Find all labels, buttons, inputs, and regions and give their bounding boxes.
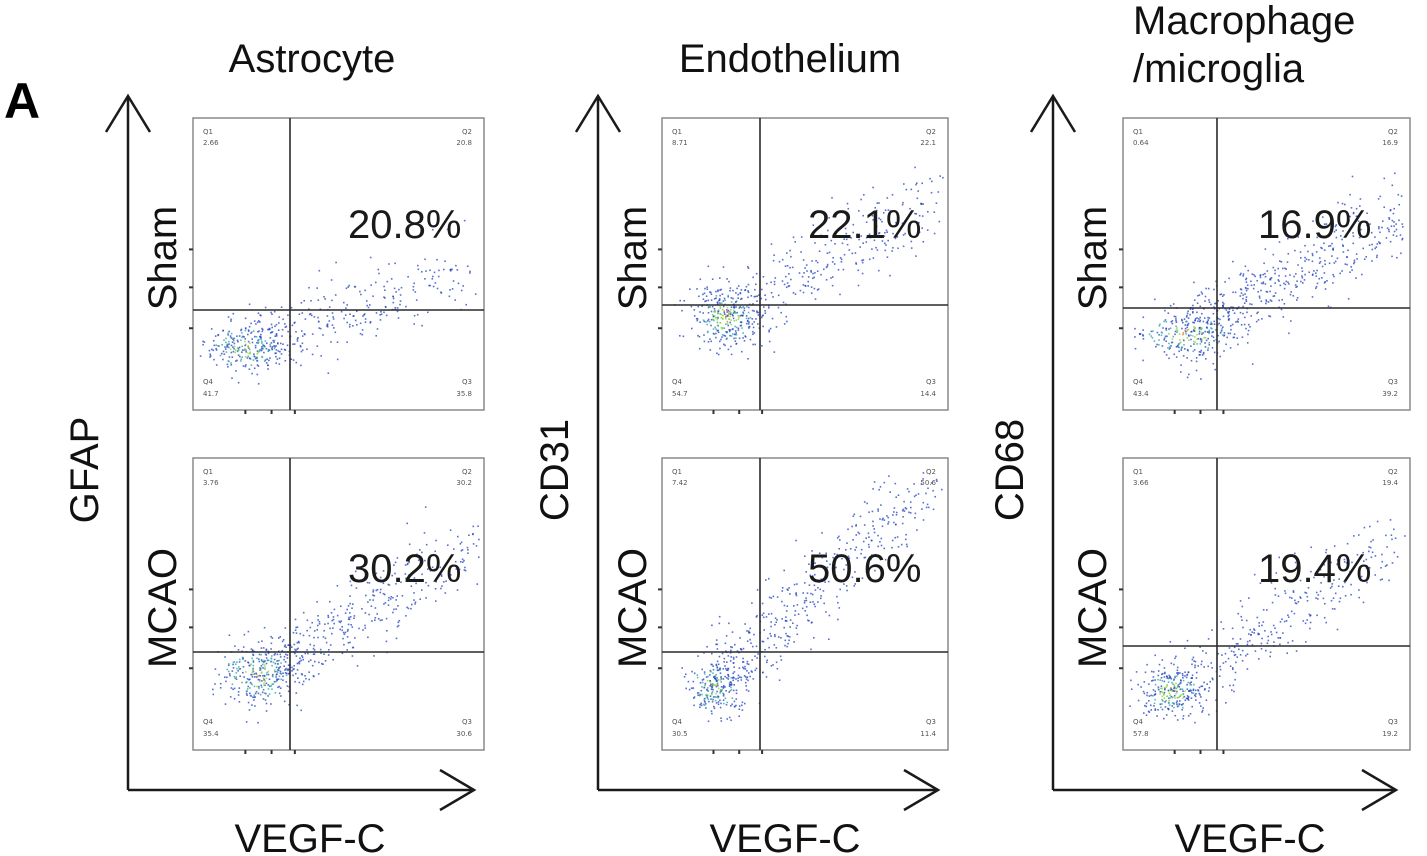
y-axis-arrow <box>574 93 622 133</box>
quadrant-q4-label: Q4 <box>1133 378 1144 386</box>
quadrant-q3-label: Q3 <box>926 718 936 726</box>
plot-frame <box>661 117 949 411</box>
quadrant-q1: 0.64 <box>1133 139 1149 147</box>
dot-plot-mcao: Q1 3.66 Q2 19.4 Q4 57.8 Q3 19.2 19.4% MCAO <box>1071 457 1411 754</box>
chart-title: Macrophage <box>1133 0 1355 43</box>
percent-label: 19.4% <box>1258 547 1371 591</box>
chart-title: Endothelium <box>679 37 901 81</box>
quadrant-q2-label: Q2 <box>1388 128 1398 136</box>
x-axis-arrow <box>439 768 477 812</box>
y-axis-label: CD31 <box>533 419 577 521</box>
quadrant-q3-label: Q3 <box>926 378 936 386</box>
quadrant-q1: 8.71 <box>672 139 688 147</box>
percent-label: 50.6% <box>808 547 921 591</box>
quadrant-q4: 43.4 <box>1133 390 1149 398</box>
dot-plot-mcao: Q1 3.76 Q2 30.2 Q4 35.4 Q3 30.6 30.2% MCAO <box>141 457 485 754</box>
x-axis-arrow <box>903 768 941 812</box>
row-label-mcao: MCAO <box>1071 548 1115 668</box>
quadrant-q2-label: Q2 <box>926 128 936 136</box>
quadrant-q3: 30.6 <box>456 730 472 738</box>
density-dots <box>673 166 944 360</box>
quadrant-q3: 19.2 <box>1382 730 1398 738</box>
x-axis-arrow <box>1361 768 1399 812</box>
chart-column-1: Astrocyte GFAP VEGF-C Q1 2.66 Q2 20.8 Q4 41.7 Q3 3… <box>63 37 485 856</box>
quadrant-q4-label: Q4 <box>672 378 683 386</box>
quadrant-q1-label: Q1 <box>203 128 213 136</box>
percent-label: 30.2% <box>348 547 461 591</box>
quadrant-q2: 20.8 <box>456 139 472 147</box>
quadrant-q2: 30.2 <box>456 479 472 487</box>
quadrant-q3: 35.8 <box>456 390 472 398</box>
quadrant-q4: 54.7 <box>672 390 688 398</box>
row-label-sham: Sham <box>141 206 185 311</box>
quadrant-q4: 35.4 <box>203 730 219 738</box>
quadrant-q1-label: Q1 <box>1133 468 1143 476</box>
dot-plot-sham: Q1 2.66 Q2 20.8 Q4 41.7 Q3 35.8 20.8% Sham <box>141 117 485 414</box>
quadrant-q1: 2.66 <box>203 139 219 147</box>
quadrant-q2-label: Q2 <box>1388 468 1398 476</box>
y-axis-arrow <box>1029 93 1077 133</box>
quadrant-q4-label: Q4 <box>203 718 214 726</box>
y-axis-label: GFAP <box>63 417 107 524</box>
quadrant-q3-label: Q3 <box>1388 718 1398 726</box>
row-label-mcao: MCAO <box>611 548 655 668</box>
quadrant-q4-label: Q4 <box>203 378 214 386</box>
quadrant-q4: 30.5 <box>672 730 688 738</box>
quadrant-q2: 50.6 <box>920 479 936 487</box>
plot-frame <box>1122 457 1411 751</box>
plot-frame <box>661 457 949 751</box>
quadrant-q1: 3.66 <box>1133 479 1149 487</box>
plot-frame <box>192 457 485 751</box>
chart-title: Astrocyte <box>229 37 396 81</box>
quadrant-q3: 11.4 <box>920 730 936 738</box>
quadrant-q4-label: Q4 <box>1133 718 1144 726</box>
quadrant-q2-label: Q2 <box>926 468 936 476</box>
chart-column-2: EndotheliumCD31VEGF-CQ18.71Q222.1Q454.7Q… <box>533 37 949 856</box>
quadrant-q2: 19.4 <box>1382 479 1398 487</box>
percent-label: 20.8% <box>348 203 461 247</box>
quadrant-q2-label: Q2 <box>462 468 472 476</box>
chart-title: /microglia <box>1133 47 1305 91</box>
y-axis-label: CD68 <box>988 419 1032 521</box>
x-axis-label: VEGF-C <box>709 817 860 856</box>
plot-frame <box>1122 117 1411 411</box>
density-dots <box>1129 519 1406 724</box>
row-label-sham: Sham <box>611 206 655 311</box>
quadrant-q3: 14.4 <box>920 390 936 398</box>
dot-plot-mcao: Q1 7.42 Q2 50.6 Q4 30.5 Q3 11.4 50.6% MCAO <box>611 457 949 754</box>
percent-label: 22.1% <box>808 203 921 247</box>
dot-plot-sham: Q1 8.71 Q2 22.1 Q4 54.7 Q3 14.4 22.1% Sham <box>611 117 949 414</box>
quadrant-q1: 7.42 <box>672 479 688 487</box>
quadrant-q2: 22.1 <box>920 139 936 147</box>
quadrant-q1-label: Q1 <box>203 468 213 476</box>
density-dots <box>199 219 477 385</box>
quadrant-q1-label: Q1 <box>672 128 682 136</box>
x-axis-label: VEGF-C <box>234 817 385 856</box>
x-axis-label: VEGF-C <box>1174 817 1325 856</box>
quadrant-q3: 39.2 <box>1382 390 1398 398</box>
dot-plot-sham: Q1 0.64 Q2 16.9 Q4 43.4 Q3 39.2 16.9% Sham <box>1071 117 1411 414</box>
quadrant-q3-label: Q3 <box>1388 378 1398 386</box>
quadrant-q3-label: Q3 <box>462 718 472 726</box>
quadrant-q4-label: Q4 <box>672 718 683 726</box>
chart-column-3: Macrophage/microglia CD68 VEGF-C Q1 0.64 Q2 16… <box>988 0 1411 856</box>
plot-frame <box>192 117 485 411</box>
quadrant-q4: 41.7 <box>203 390 219 398</box>
row-label-sham: Sham <box>1071 206 1115 311</box>
quadrant-q1: 3.76 <box>203 479 219 487</box>
y-axis-arrow <box>104 93 152 133</box>
panel-label: A <box>4 73 40 129</box>
density-dots <box>212 506 480 724</box>
quadrant-q2: 16.9 <box>1382 139 1398 147</box>
row-label-mcao: MCAO <box>141 548 185 668</box>
percent-label: 16.9% <box>1258 203 1371 247</box>
quadrant-q1-label: Q1 <box>1133 128 1143 136</box>
quadrant-q1-label: Q1 <box>672 468 682 476</box>
quadrant-q2-label: Q2 <box>462 128 472 136</box>
quadrant-q4: 57.8 <box>1133 730 1149 738</box>
quadrant-q3-label: Q3 <box>462 378 472 386</box>
